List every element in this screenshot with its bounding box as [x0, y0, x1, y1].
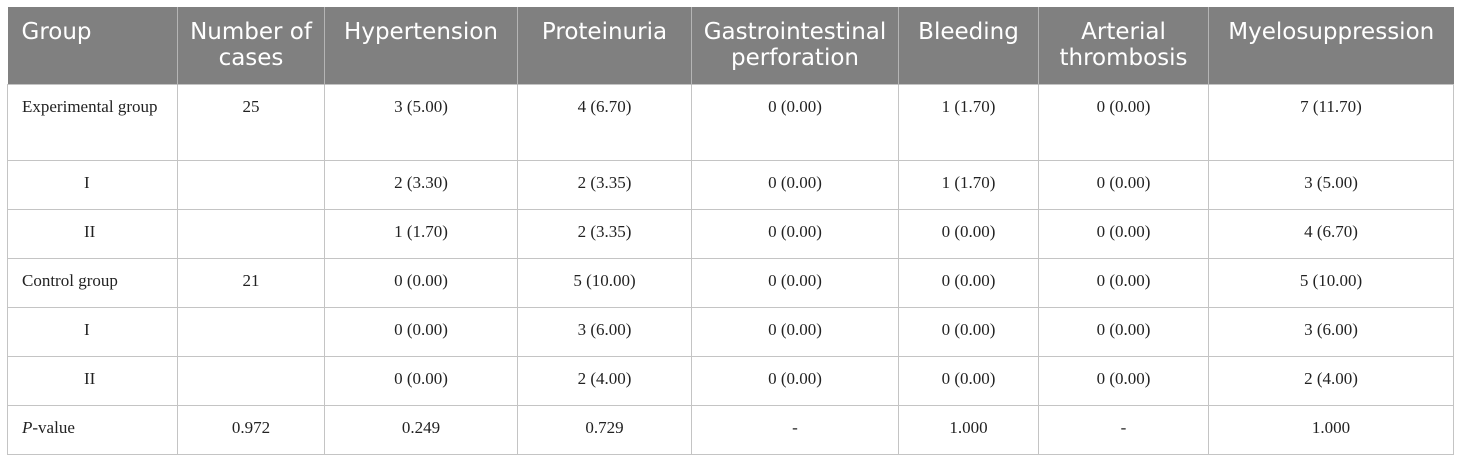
header-gastrointestinal-perforation: Gastrointestinal perforation — [691, 7, 899, 85]
cell-gi-perforation: 0 (0.00) — [691, 258, 899, 308]
table-row: II 0 (0.00) 2 (4.00) 0 (0.00) 0 (0.00) 0… — [7, 356, 1454, 406]
header-myelosuppression: Myelosuppression — [1208, 7, 1454, 85]
header-arterial-thrombosis: Arterial thrombosis — [1038, 7, 1209, 85]
cell-gi-perforation: 0 (0.00) — [691, 209, 899, 259]
cell-arterial-thrombosis: - — [1038, 405, 1209, 455]
row-cases: 21 — [177, 258, 325, 308]
table-row: I 0 (0.00) 3 (6.00) 0 (0.00) 0 (0.00) 0 … — [7, 307, 1454, 357]
cell-myelosuppression: 1.000 — [1208, 405, 1454, 455]
cell-bleeding: 1 (1.70) — [898, 84, 1039, 161]
table-container: Group Number of cases Hypertension Prote… — [7, 7, 1454, 455]
cell-arterial-thrombosis: 0 (0.00) — [1038, 307, 1209, 357]
p-italic: P — [22, 418, 33, 437]
cell-bleeding: 1.000 — [898, 405, 1039, 455]
row-cases: 25 — [177, 84, 325, 161]
p-value-suffix: -value — [32, 418, 75, 437]
cell-bleeding: 1 (1.70) — [898, 160, 1039, 210]
row-group-label: II — [7, 209, 178, 259]
header-number-of-cases: Number of cases — [177, 7, 325, 85]
row-group-label: Experimental group — [7, 84, 178, 161]
cell-myelosuppression: 5 (10.00) — [1208, 258, 1454, 308]
table-header: Group Number of cases Hypertension Prote… — [7, 7, 1454, 85]
cell-hypertension: 0 (0.00) — [324, 258, 518, 308]
cell-hypertension: 2 (3.30) — [324, 160, 518, 210]
cell-myelosuppression: 3 (5.00) — [1208, 160, 1454, 210]
cell-proteinuria: 4 (6.70) — [517, 84, 692, 161]
cell-arterial-thrombosis: 0 (0.00) — [1038, 258, 1209, 308]
cell-proteinuria: 3 (6.00) — [517, 307, 692, 357]
cell-arterial-thrombosis: 0 (0.00) — [1038, 356, 1209, 406]
row-group-label: P-value — [7, 405, 178, 455]
cell-gi-perforation: - — [691, 405, 899, 455]
cell-arterial-thrombosis: 0 (0.00) — [1038, 84, 1209, 161]
cell-gi-perforation: 0 (0.00) — [691, 84, 899, 161]
row-cases — [177, 160, 325, 210]
cell-proteinuria: 2 (3.35) — [517, 160, 692, 210]
row-cases — [177, 356, 325, 406]
cell-hypertension: 1 (1.70) — [324, 209, 518, 259]
row-group-label: II — [7, 356, 178, 406]
cell-bleeding: 0 (0.00) — [898, 307, 1039, 357]
table-row-p-value: P-value 0.972 0.249 0.729 - 1.000 - 1.00… — [7, 405, 1454, 455]
cell-proteinuria: 2 (4.00) — [517, 356, 692, 406]
cell-proteinuria: 2 (3.35) — [517, 209, 692, 259]
row-group-label: Control group — [7, 258, 178, 308]
cell-hypertension: 0 (0.00) — [324, 307, 518, 357]
adverse-events-table: Group Number of cases Hypertension Prote… — [7, 7, 1454, 455]
cell-bleeding: 0 (0.00) — [898, 258, 1039, 308]
cell-bleeding: 0 (0.00) — [898, 356, 1039, 406]
row-cases: 0.972 — [177, 405, 325, 455]
table-row: Experimental group 25 3 (5.00) 4 (6.70) … — [7, 84, 1454, 161]
cell-proteinuria: 5 (10.00) — [517, 258, 692, 308]
row-cases — [177, 307, 325, 357]
header-bleeding: Bleeding — [898, 7, 1039, 85]
header-hypertension: Hypertension — [324, 7, 518, 85]
cell-hypertension: 0.249 — [324, 405, 518, 455]
cell-gi-perforation: 0 (0.00) — [691, 160, 899, 210]
cell-hypertension: 0 (0.00) — [324, 356, 518, 406]
table-row: Control group 21 0 (0.00) 5 (10.00) 0 (0… — [7, 258, 1454, 308]
row-group-label: I — [7, 160, 178, 210]
cell-gi-perforation: 0 (0.00) — [691, 307, 899, 357]
cell-myelosuppression: 7 (11.70) — [1208, 84, 1454, 161]
header-proteinuria: Proteinuria — [517, 7, 692, 85]
row-group-label: I — [7, 307, 178, 357]
cell-proteinuria: 0.729 — [517, 405, 692, 455]
cell-myelosuppression: 3 (6.00) — [1208, 307, 1454, 357]
table-row: II 1 (1.70) 2 (3.35) 0 (0.00) 0 (0.00) 0… — [7, 209, 1454, 259]
cell-arterial-thrombosis: 0 (0.00) — [1038, 209, 1209, 259]
cell-arterial-thrombosis: 0 (0.00) — [1038, 160, 1209, 210]
table-row: I 2 (3.30) 2 (3.35) 0 (0.00) 1 (1.70) 0 … — [7, 160, 1454, 210]
row-cases — [177, 209, 325, 259]
cell-myelosuppression: 2 (4.00) — [1208, 356, 1454, 406]
cell-hypertension: 3 (5.00) — [324, 84, 518, 161]
cell-myelosuppression: 4 (6.70) — [1208, 209, 1454, 259]
cell-bleeding: 0 (0.00) — [898, 209, 1039, 259]
header-group: Group — [7, 7, 178, 85]
cell-gi-perforation: 0 (0.00) — [691, 356, 899, 406]
